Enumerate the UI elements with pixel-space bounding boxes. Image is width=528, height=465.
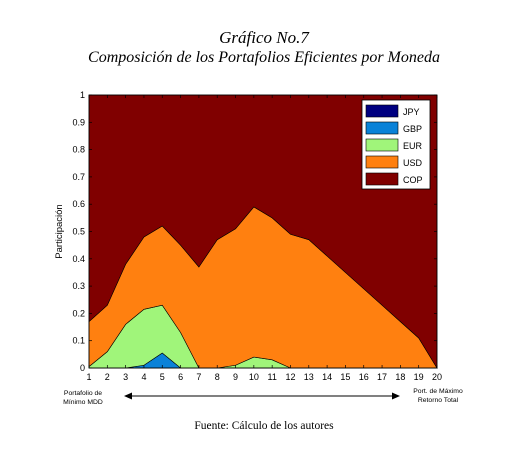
y-tick-label: 0.8 (72, 145, 85, 155)
x-tick-label: 7 (196, 372, 201, 382)
legend-label-cop: COP (403, 175, 423, 185)
left-annotation-line2: Mínimo MDD (63, 399, 103, 406)
legend-swatch-gbp (365, 121, 399, 135)
x-tick-label: 5 (160, 372, 165, 382)
right-annotation-line2: Retorno Total (418, 397, 459, 404)
y-tick-label: 0.7 (72, 172, 85, 182)
x-tick-label: 11 (267, 372, 276, 382)
x-tick-label: 18 (395, 372, 405, 382)
legend-label-usd: USD (403, 158, 423, 168)
range-annotation: Portafolio de Mínimo MDD Port. de Máximo Re… (63, 388, 463, 406)
x-tick-label: 20 (432, 372, 442, 382)
y-axis-label: Participación (54, 204, 65, 258)
legend-label-gbp: GBP (403, 124, 422, 134)
legend-label-eur: EUR (403, 141, 423, 151)
y-tick-label: 0.6 (72, 199, 85, 209)
legend-swatch-cop (365, 172, 399, 186)
x-tick-label: 14 (322, 372, 332, 382)
x-tick-label: 9 (233, 372, 238, 382)
x-tick-label: 3 (123, 372, 128, 382)
x-tick-label: 15 (340, 372, 350, 382)
x-tick-label: 1 (86, 372, 91, 382)
right-annotation-line1: Port. de Máximo (413, 388, 463, 395)
y-tick-label: 0.5 (72, 227, 85, 237)
legend-label-jpy: JPY (403, 107, 420, 117)
chart-title: Gráfico No.7 (219, 28, 309, 47)
y-tick-label: 0.4 (72, 254, 85, 264)
y-tick-label: 1 (80, 90, 85, 100)
x-axis: 1 2 3 4 5 6 7 8 9 10 11 12 13 14 15 16 17 18 19 20 (86, 95, 442, 382)
x-tick-label: 8 (215, 372, 220, 382)
x-tick-label: 17 (377, 372, 387, 382)
legend-swatch-usd (365, 155, 399, 169)
x-tick-label: 10 (249, 372, 259, 382)
legend-swatch-eur (365, 138, 399, 152)
x-tick-label: 6 (178, 372, 183, 382)
chart-subtitle: Composición de los Portafolios Eficiente… (88, 49, 440, 66)
x-tick-label: 2 (105, 372, 110, 382)
source-note: Fuente: Cálculo de los autores (194, 420, 334, 432)
x-tick-label: 19 (414, 372, 424, 382)
arrow-head-right (392, 392, 400, 400)
legend-swatch-jpy (365, 104, 399, 118)
legend: JPY GBP EUR USD COP (361, 99, 431, 190)
y-tick-label: 0.1 (72, 336, 85, 346)
y-tick-label: 0.9 (72, 117, 85, 127)
y-tick-label: 0.2 (72, 308, 85, 318)
x-tick-label: 4 (141, 372, 146, 382)
x-tick-label: 16 (359, 372, 369, 382)
x-tick-label: 12 (285, 372, 295, 382)
y-tick-label: 0 (80, 363, 85, 373)
y-tick-label: 0.3 (72, 281, 85, 291)
y-axis: 0 0.1 0.2 0.3 0.4 0.5 0.6 0.7 0.8 0.9 1 (72, 90, 437, 373)
left-annotation-line1: Portafolio de (64, 390, 102, 397)
x-tick-label: 13 (304, 372, 314, 382)
arrow-head-left (124, 392, 132, 400)
